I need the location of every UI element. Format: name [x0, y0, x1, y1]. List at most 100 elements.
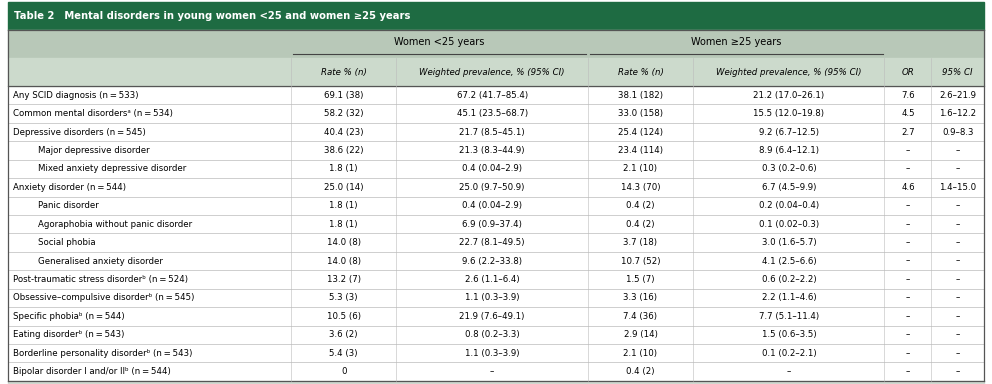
- Bar: [8, 270, 984, 289]
- Text: 25.0 (9.7–50.9): 25.0 (9.7–50.9): [459, 183, 525, 192]
- Text: 0.4 (2): 0.4 (2): [626, 201, 655, 210]
- Text: 95% CI: 95% CI: [942, 68, 973, 77]
- Text: 1.8 (1): 1.8 (1): [329, 201, 358, 210]
- Text: Panic disorder: Panic disorder: [38, 201, 98, 210]
- Text: 0.4 (2): 0.4 (2): [626, 367, 655, 376]
- Text: 22.7 (8.1–49.5): 22.7 (8.1–49.5): [459, 238, 525, 247]
- Text: 1.5 (0.6–3.5): 1.5 (0.6–3.5): [762, 330, 816, 339]
- Bar: [8, 86, 984, 104]
- Text: 0.4 (2): 0.4 (2): [626, 220, 655, 229]
- Bar: [8, 307, 984, 326]
- Text: 58.2 (32): 58.2 (32): [324, 109, 363, 118]
- Text: 14.0 (8): 14.0 (8): [326, 238, 361, 247]
- Text: 0.4 (0.04–2.9): 0.4 (0.04–2.9): [462, 201, 522, 210]
- Text: 0: 0: [341, 367, 346, 376]
- Text: –: –: [955, 275, 960, 284]
- Text: 1.4–15.0: 1.4–15.0: [939, 183, 976, 192]
- Text: 0.8 (0.2–3.3): 0.8 (0.2–3.3): [465, 330, 520, 339]
- Text: Agoraphobia without panic disorder: Agoraphobia without panic disorder: [38, 220, 191, 229]
- Text: Generalised anxiety disorder: Generalised anxiety disorder: [38, 257, 163, 266]
- Text: 1.1 (0.3–3.9): 1.1 (0.3–3.9): [465, 349, 520, 358]
- Text: 7.4 (36): 7.4 (36): [623, 312, 658, 321]
- Text: 0.1 (0.02–0.3): 0.1 (0.02–0.3): [759, 220, 819, 229]
- Text: 1.6–12.2: 1.6–12.2: [939, 109, 976, 118]
- Text: 4.6: 4.6: [901, 183, 915, 192]
- Text: 10.7 (52): 10.7 (52): [621, 257, 661, 266]
- Text: Women <25 years: Women <25 years: [394, 36, 484, 47]
- Text: 21.2 (17.0–26.1): 21.2 (17.0–26.1): [753, 91, 824, 100]
- Text: –: –: [906, 312, 910, 321]
- Text: Anxiety disorder (n = 544): Anxiety disorder (n = 544): [13, 183, 126, 192]
- Text: 7.7 (5.1–11.4): 7.7 (5.1–11.4): [759, 312, 819, 321]
- Text: 2.1 (10): 2.1 (10): [623, 349, 658, 358]
- Text: –: –: [906, 146, 910, 155]
- Text: 15.5 (12.0–19.8): 15.5 (12.0–19.8): [753, 109, 824, 118]
- Text: –: –: [955, 201, 960, 210]
- Text: 38.6 (22): 38.6 (22): [324, 146, 363, 155]
- Text: 1.5 (7): 1.5 (7): [626, 275, 655, 284]
- Bar: [8, 178, 984, 197]
- Text: Depressive disorders (n = 545): Depressive disorders (n = 545): [13, 127, 146, 137]
- Text: –: –: [955, 238, 960, 247]
- Text: 4.5: 4.5: [901, 109, 915, 118]
- Text: 5.3 (3): 5.3 (3): [329, 293, 358, 303]
- Bar: [8, 160, 984, 178]
- Text: Common mental disordersᵃ (n = 534): Common mental disordersᵃ (n = 534): [13, 109, 173, 118]
- Text: 3.0 (1.6–5.7): 3.0 (1.6–5.7): [762, 238, 816, 247]
- Bar: [8, 58, 984, 86]
- Text: –: –: [906, 367, 910, 376]
- Text: 69.1 (38): 69.1 (38): [324, 91, 363, 100]
- Text: 0.2 (0.04–0.4): 0.2 (0.04–0.4): [759, 201, 819, 210]
- Text: 2.9 (14): 2.9 (14): [624, 330, 658, 339]
- Bar: [8, 197, 984, 215]
- Bar: [8, 362, 984, 381]
- Text: Rate % (n): Rate % (n): [618, 68, 664, 77]
- Text: 38.1 (182): 38.1 (182): [618, 91, 663, 100]
- Bar: [8, 215, 984, 233]
- Text: 0.6 (0.2–2.2): 0.6 (0.2–2.2): [762, 275, 816, 284]
- Text: –: –: [787, 367, 791, 376]
- Text: 14.3 (70): 14.3 (70): [621, 183, 661, 192]
- Text: –: –: [906, 330, 910, 339]
- Text: Obsessive–compulsive disorderᵇ (n = 545): Obsessive–compulsive disorderᵇ (n = 545): [13, 293, 194, 303]
- Text: –: –: [906, 349, 910, 358]
- Text: Specific phobiaᵇ (n = 544): Specific phobiaᵇ (n = 544): [13, 312, 125, 321]
- Bar: [8, 233, 984, 252]
- Text: –: –: [955, 367, 960, 376]
- Text: 7.6: 7.6: [901, 91, 915, 100]
- Text: –: –: [955, 257, 960, 266]
- Text: 13.2 (7): 13.2 (7): [326, 275, 361, 284]
- Text: 25.0 (14): 25.0 (14): [324, 183, 363, 192]
- Text: –: –: [906, 220, 910, 229]
- Text: 21.7 (8.5–45.1): 21.7 (8.5–45.1): [459, 127, 525, 137]
- Text: 23.4 (114): 23.4 (114): [618, 146, 663, 155]
- Text: 1.8 (1): 1.8 (1): [329, 164, 358, 174]
- Text: 3.3 (16): 3.3 (16): [623, 293, 658, 303]
- Bar: [8, 326, 984, 344]
- Bar: [8, 344, 984, 362]
- Text: –: –: [955, 220, 960, 229]
- Text: 6.9 (0.9–37.4): 6.9 (0.9–37.4): [462, 220, 522, 229]
- Text: –: –: [955, 293, 960, 303]
- Text: –: –: [955, 146, 960, 155]
- Text: 1.1 (0.3–3.9): 1.1 (0.3–3.9): [465, 293, 520, 303]
- Text: 14.0 (8): 14.0 (8): [326, 257, 361, 266]
- Bar: [8, 104, 984, 123]
- Text: –: –: [490, 367, 494, 376]
- Text: –: –: [955, 164, 960, 174]
- Text: 2.6–21.9: 2.6–21.9: [939, 91, 976, 100]
- Text: 2.6 (1.1–6.4): 2.6 (1.1–6.4): [465, 275, 520, 284]
- Text: 4.1 (2.5–6.6): 4.1 (2.5–6.6): [762, 257, 816, 266]
- Text: Table 2 Mental disorders in young women <25 and women ≥25 years: Table 2 Mental disorders in young women …: [14, 11, 411, 21]
- Text: 0.1 (0.2–2.1): 0.1 (0.2–2.1): [762, 349, 816, 358]
- Text: 9.2 (6.7–12.5): 9.2 (6.7–12.5): [759, 127, 818, 137]
- Text: –: –: [906, 164, 910, 174]
- Text: –: –: [955, 312, 960, 321]
- Text: 3.7 (18): 3.7 (18): [623, 238, 658, 247]
- Text: Any SCID diagnosis (n = 533): Any SCID diagnosis (n = 533): [13, 91, 139, 100]
- Text: Rate % (n): Rate % (n): [320, 68, 367, 77]
- Text: –: –: [906, 201, 910, 210]
- Text: –: –: [906, 293, 910, 303]
- Text: 1.8 (1): 1.8 (1): [329, 220, 358, 229]
- Bar: [8, 289, 984, 307]
